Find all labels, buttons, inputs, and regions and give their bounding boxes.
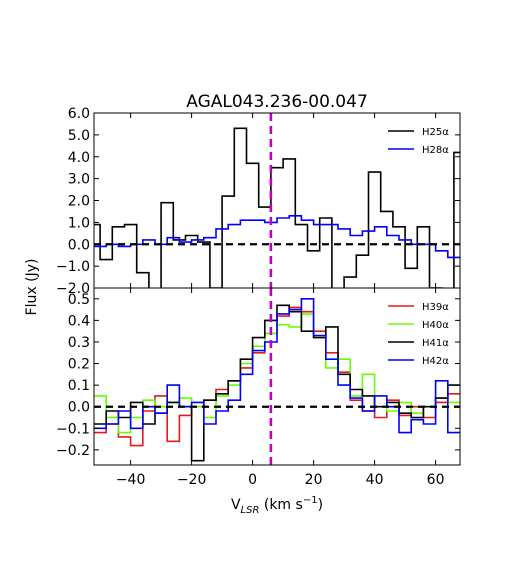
top-plot-area [94, 113, 460, 288]
top-ytick-label-3: 3.0 [68, 172, 90, 188]
top-ytick-label-2: 4.0 [68, 150, 90, 166]
bottom-series-3-line [94, 298, 460, 434]
xtick-label-1: −20 [177, 472, 207, 488]
xtick-label-0: −40 [116, 472, 146, 488]
xtick-label-2: 0 [248, 472, 257, 488]
top-legend-label-1: H28α [422, 145, 449, 156]
x-axis-label-subscript: LSR [241, 505, 260, 516]
bottom-legend-label-1: H40α [422, 320, 449, 331]
bottom-series-2-line [94, 304, 460, 462]
xtick-label-3: 20 [305, 472, 323, 488]
bottom-ytick-label-0: 0.5 [68, 292, 90, 308]
bottom-ytick-label-7: −0.2 [56, 443, 90, 459]
top-ytick-label-4: 2.0 [68, 194, 90, 210]
top-ytick-label-8: −2.0 [56, 281, 90, 297]
top-ytick-label-6: 0.0 [68, 237, 90, 253]
top-series-1-line [94, 215, 460, 259]
xtick-label-5: 60 [427, 472, 445, 488]
xtick-label-4: 40 [366, 472, 384, 488]
bottom-ytick-label-4: 0.1 [68, 378, 90, 394]
top-panel: 6.0 5.0 4.0 3.0 2.0 1.0 0.0 −1.0 −2.0 H25α H28α [56, 106, 461, 297]
bottom-legend-label-0: H39α [422, 302, 449, 313]
bottom-ytick-label-1: 0.4 [68, 313, 90, 329]
top-ytick-label-0: 6.0 [68, 106, 90, 122]
top-series-0-line [94, 127, 460, 288]
top-ytick-label-5: 1.0 [68, 215, 90, 231]
bottom-ytick-label-2: 0.3 [68, 335, 90, 351]
bottom-ytick-label-6: −0.1 [56, 421, 90, 437]
x-axis-label: VLSR (km s−1) [231, 495, 323, 516]
x-axis-label-main: V [231, 497, 241, 513]
bottom-legend-label-3: H42α [422, 356, 449, 367]
y-axis-label: Flux (Jy) [24, 259, 40, 316]
x-axis-label-unit: (km s [259, 497, 302, 513]
x-axis-label-exponent: −1 [303, 495, 318, 506]
bottom-ytick-label-5: 0.0 [68, 400, 90, 416]
bottom-ytick-label-3: 0.2 [68, 357, 90, 373]
top-ytick-label-1: 5.0 [68, 128, 90, 144]
bottom-legend-label-2: H41α [422, 338, 449, 349]
bottom-plot-area [94, 288, 460, 465]
bottom-frame [93, 287, 461, 466]
bottom-panel: 0.5 0.4 0.3 0.2 0.1 0.0 −0.1 −0.2 −40 −20 0 20 40 60 H… [56, 287, 461, 488]
top-ytick-label-7: −1.0 [56, 259, 90, 275]
top-legend-label-0: H25α [422, 127, 449, 138]
x-axis-label-unit-close: ) [318, 497, 323, 513]
chart-title: AGAL043.236-00.047 [186, 92, 368, 112]
